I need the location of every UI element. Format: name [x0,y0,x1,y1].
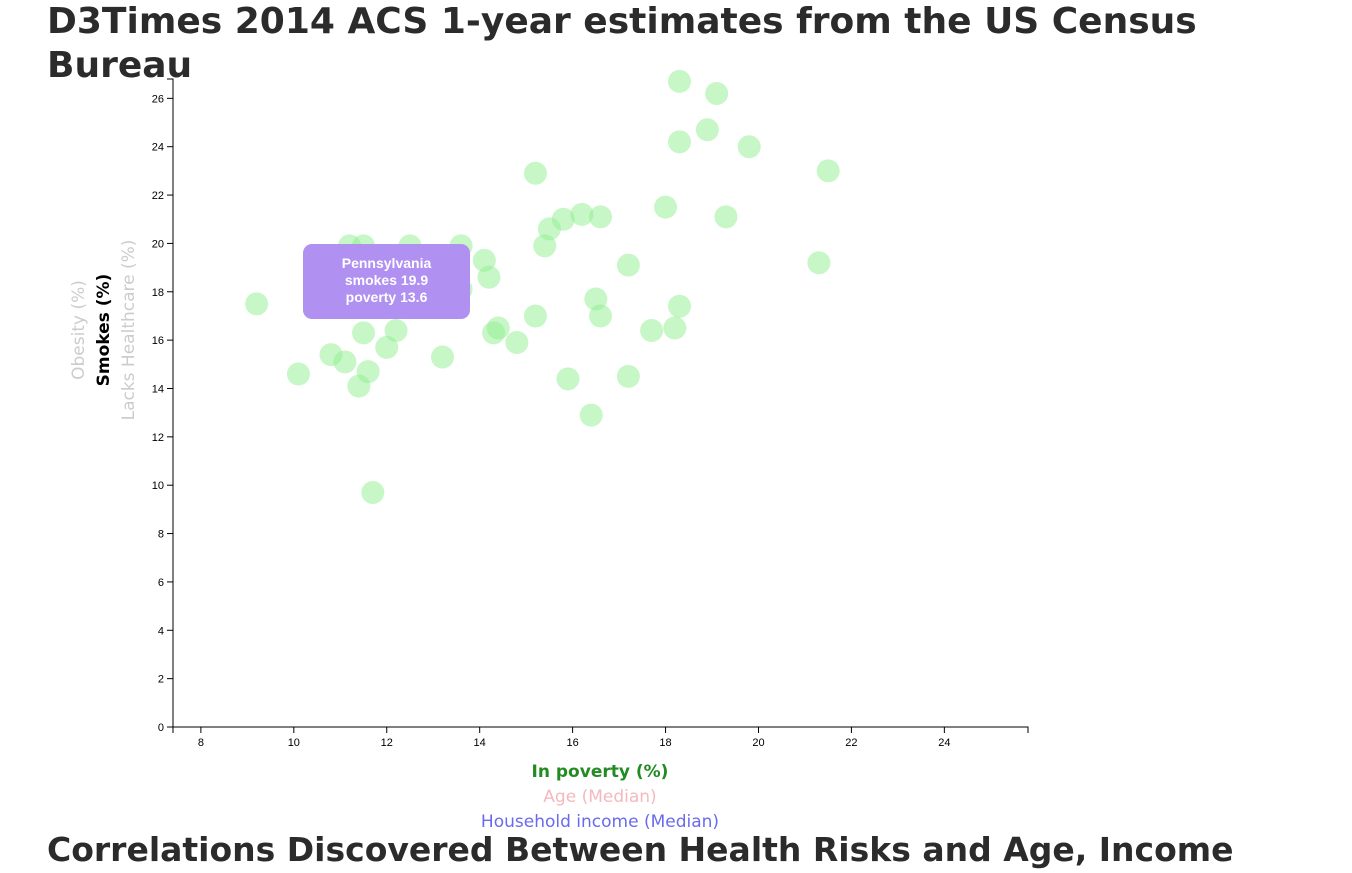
y-tick-label: 16 [152,335,164,347]
y-tick-label: 20 [152,238,164,250]
x-axis-labels: In poverty (%) Age (Median) Household inco… [481,762,719,832]
y-tick-label: 0 [158,722,164,734]
y-tick-label: 18 [152,287,164,299]
state-dot [579,403,603,427]
state-tooltip: Pennsylvania smokes 19.9 poverty 13.6 [303,244,470,319]
x-tick-label: 16 [566,737,578,749]
state-dot [523,304,547,328]
state-dot [654,195,678,219]
y-tick-label: 14 [152,383,164,395]
state-dot [505,331,529,355]
state-dot [737,135,761,159]
y-tick-label: 2 [158,674,164,686]
state-dot [431,345,455,369]
x-tick-label: 18 [659,737,671,749]
state-dot [640,318,664,342]
x-axis-line [172,726,1029,733]
tooltip-state: Pennsylvania [341,255,432,271]
x-axis-label-option[interactable]: In poverty (%) [532,762,669,782]
y-axis-labels: Obesity (%) Smokes (%) Lacks Healthcare (%… [69,240,139,421]
state-dot [695,118,719,142]
state-dot [333,350,357,374]
y-tick-label: 4 [158,625,164,637]
y-tick-label: 24 [152,142,164,154]
y-tick-label: 8 [158,529,164,541]
y-axis-label-option[interactable]: Smokes (%) [94,274,114,387]
state-dot [347,374,371,398]
state-dot [807,251,831,275]
page-title: D3Times 2014 ACS 1-year estimates from t… [47,1,1197,86]
x-tick-label: 8 [198,737,204,749]
state-dot [667,69,691,93]
state-dot [616,364,640,388]
state-dot [816,159,840,183]
state-dot [667,294,691,318]
state-dot [375,335,399,359]
state-dot [589,304,612,328]
state-dot [589,205,612,229]
tooltip-smokes: smokes 19.9 [344,272,429,288]
state-dot [361,480,385,504]
y-tick-label: 10 [152,480,164,492]
y-tick-label: 26 [152,93,164,105]
x-axis-label-option[interactable]: Age (Median) [543,787,656,807]
state-dot [556,367,580,391]
x-tick-label: 22 [845,737,857,749]
state-dot [286,362,310,386]
x-tick-label: 14 [474,737,486,749]
x-axis-label-option[interactable]: Household income (Median) [481,812,719,832]
state-dot [616,253,640,277]
state-dot [667,130,691,154]
state-dot [663,316,687,340]
state-dot [523,161,547,185]
y-tick-label: 22 [152,190,164,202]
state-dot [245,292,269,316]
section-title: Correlations Discovered Between Health R… [47,830,1234,869]
y-axis-label-option[interactable]: Obesity (%) [69,280,89,380]
state-dot [352,321,376,345]
state-dot [570,202,594,226]
state-dot [482,321,506,345]
y-tick-label: 6 [158,577,164,589]
state-dot [384,318,408,342]
x-tick-label: 12 [381,737,393,749]
x-tick-label: 20 [752,737,764,749]
state-dot [714,205,738,229]
state-dot [533,234,557,258]
tooltip-poverty: poverty 13.6 [345,289,428,305]
state-dot [705,82,729,106]
x-tick-label: 10 [288,737,300,749]
x-tick-label: 24 [938,737,950,749]
y-axis-label-option[interactable]: Lacks Healthcare (%) [119,240,139,421]
state-dot [477,265,501,289]
y-tick-label: 12 [152,432,164,444]
x-axis: 8 10 12 14 16 18 20 22 24 [172,726,1029,749]
